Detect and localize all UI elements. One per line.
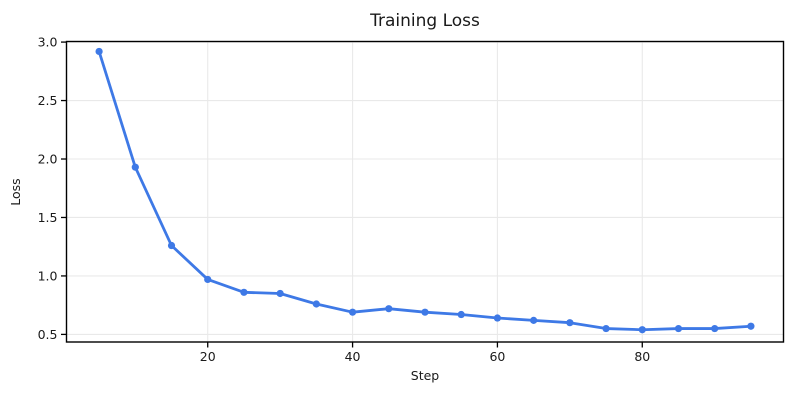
y-tick-label: 1.0 xyxy=(38,268,58,283)
data-point xyxy=(674,324,683,333)
y-tick-label: 3.0 xyxy=(38,35,58,50)
data-point xyxy=(421,308,429,316)
y-tick-label: 0.5 xyxy=(38,327,58,342)
data-point xyxy=(602,324,610,333)
data-point xyxy=(240,288,248,296)
data-point xyxy=(530,316,538,324)
data-point xyxy=(204,275,212,284)
axis-ticks xyxy=(61,41,643,348)
x-axis-label: Step xyxy=(411,368,440,383)
y-tick-label: 2.0 xyxy=(38,152,58,167)
data-point xyxy=(493,314,502,322)
loss-line xyxy=(97,50,753,332)
plot-border xyxy=(65,40,785,343)
y-tick-label: 2.5 xyxy=(38,93,58,108)
x-tick-label: 80 xyxy=(634,349,650,364)
data-point xyxy=(167,241,176,250)
x-tick-label: 60 xyxy=(489,349,505,364)
data-point xyxy=(638,326,646,334)
tick-labels: 0.5 1.0 1.5 2.0 2.5 3.0 20 40 60 80 xyxy=(38,35,651,364)
loss-line-series xyxy=(95,47,755,334)
gridlines xyxy=(66,41,784,342)
data-point xyxy=(131,163,139,171)
y-tick-label: 1.5 xyxy=(38,210,58,225)
data-point xyxy=(385,305,393,313)
x-tick-label: 20 xyxy=(200,349,216,364)
data-point xyxy=(711,324,719,333)
data-point xyxy=(348,308,357,316)
data-point xyxy=(457,310,465,319)
data-point xyxy=(747,322,755,330)
data-point xyxy=(276,289,284,298)
y-axis-label: Loss xyxy=(8,178,23,205)
data-point xyxy=(95,47,103,56)
chart-title: Training Loss xyxy=(369,11,480,31)
data-point xyxy=(312,300,320,308)
data-point xyxy=(566,319,574,327)
x-tick-label: 40 xyxy=(345,349,361,364)
